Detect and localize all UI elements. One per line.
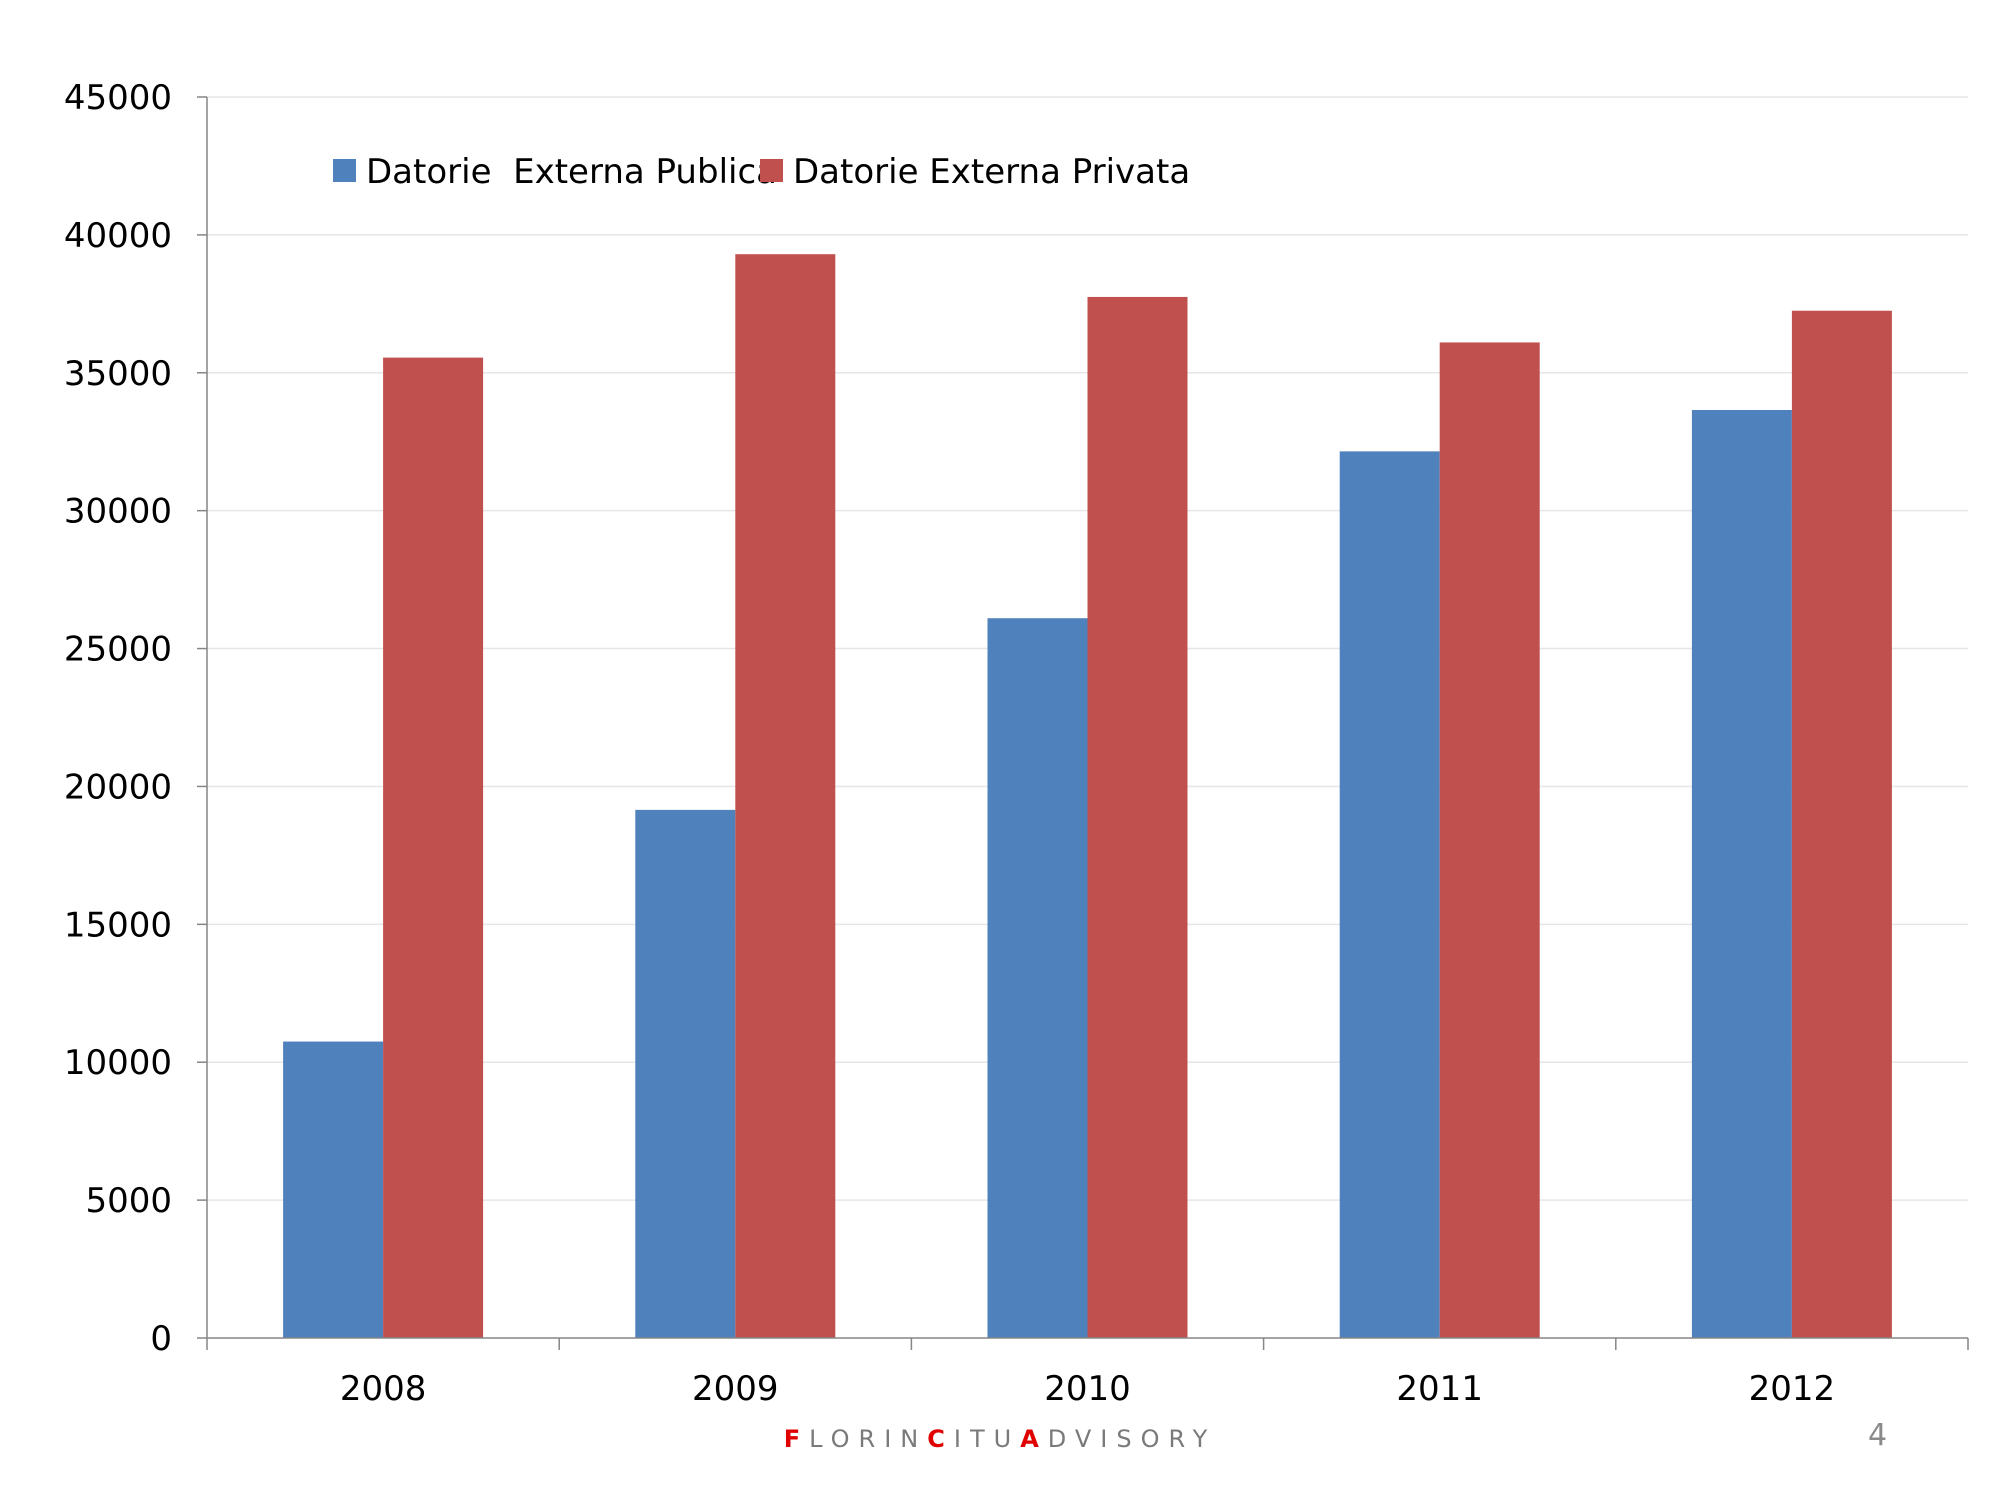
bar bbox=[987, 618, 1088, 1338]
x-tick-label: 2012 bbox=[1749, 1369, 1836, 1409]
y-tick-label: 35000 bbox=[64, 354, 172, 394]
y-tick-label: 5000 bbox=[85, 1181, 172, 1221]
legend-swatch bbox=[760, 159, 783, 182]
legend-swatch bbox=[333, 159, 356, 182]
page-number: 4 bbox=[1868, 1418, 1888, 1453]
bars bbox=[283, 254, 1892, 1338]
bar bbox=[735, 254, 836, 1338]
bar bbox=[635, 809, 736, 1338]
brand-text: DVISORY bbox=[1047, 1425, 1217, 1453]
y-tick-label: 10000 bbox=[64, 1043, 172, 1083]
x-axis-ticks: 2008 2009 2010 2011 2012 bbox=[206, 1338, 1969, 1409]
brand-accent-letter: A bbox=[1020, 1425, 1048, 1453]
bar bbox=[1439, 342, 1540, 1338]
bar bbox=[283, 1041, 384, 1338]
bar bbox=[383, 357, 484, 1338]
legend-label: Datorie Externa Publica bbox=[366, 152, 777, 192]
x-tick-label: 2009 bbox=[692, 1369, 779, 1409]
y-tick-label: 30000 bbox=[64, 492, 172, 532]
bar bbox=[1087, 296, 1188, 1338]
x-tick-label: 2011 bbox=[1396, 1369, 1483, 1409]
brand-text: ITU bbox=[953, 1425, 1021, 1453]
x-tick-label: 2010 bbox=[1044, 1369, 1131, 1409]
axes bbox=[206, 97, 1968, 1339]
bar bbox=[1691, 410, 1792, 1338]
brand-accent-letter: F bbox=[783, 1425, 810, 1453]
y-tick-label: 25000 bbox=[64, 630, 172, 670]
footer-brand: FLORINCITUADVISORY bbox=[0, 1425, 2000, 1453]
brand-text: LORIN bbox=[809, 1425, 928, 1453]
y-tick-label: 40000 bbox=[64, 216, 172, 256]
legend: Datorie Externa Publica Datorie Externa P… bbox=[333, 152, 1190, 192]
y-axis-ticks: 0 5000 10000 15000 20000 25000 30000 35000 40000… bbox=[64, 78, 207, 1359]
legend-label: Datorie Externa Privata bbox=[793, 152, 1190, 192]
y-tick-label: 45000 bbox=[64, 78, 172, 118]
x-tick-label: 2008 bbox=[340, 1369, 427, 1409]
y-tick-label: 20000 bbox=[64, 767, 172, 807]
y-tick-label: 15000 bbox=[64, 905, 172, 945]
y-tick-label: 0 bbox=[150, 1319, 172, 1359]
bar bbox=[1339, 451, 1440, 1338]
brand-accent-letter: C bbox=[927, 1425, 954, 1453]
bar bbox=[1791, 310, 1892, 1338]
